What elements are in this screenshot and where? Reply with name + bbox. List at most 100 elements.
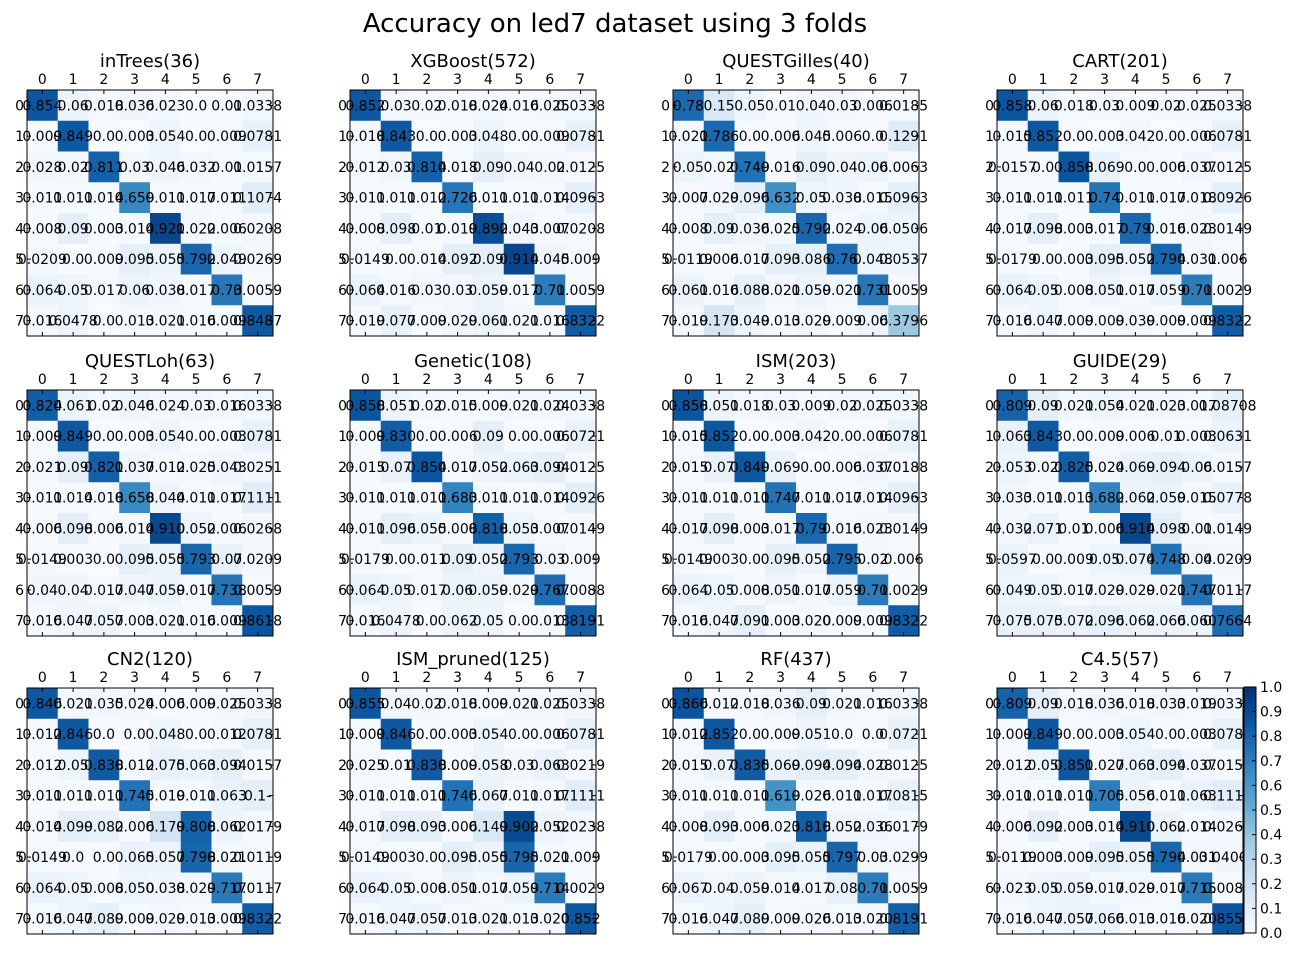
colorbar-segment	[1244, 896, 1256, 901]
heatmap-cell	[211, 513, 243, 545]
heatmap-cell	[888, 213, 920, 245]
heatmap-cell	[734, 90, 766, 122]
cell-value-label: 0.06	[857, 160, 888, 176]
cell-value-label: 0.0179	[879, 819, 928, 835]
heatmap-cell	[734, 182, 766, 214]
x-tick-label: 2	[99, 372, 108, 388]
heatmap-cell	[826, 543, 858, 575]
cell-value-label: 0.052	[468, 460, 508, 476]
heatmap-cell	[211, 151, 243, 183]
cell-value-label: 0.794	[1146, 252, 1186, 268]
cell-value-label: 0.013	[1054, 491, 1094, 507]
colorbar-segment	[1244, 810, 1256, 815]
heatmap-cell	[1150, 420, 1182, 452]
heatmap-cell	[997, 451, 1029, 483]
colorbar-segment	[1244, 822, 1256, 827]
heatmap-cell	[534, 451, 566, 483]
heatmap-cell	[503, 574, 535, 606]
x-tick-label: 4	[161, 72, 170, 88]
cell-value-label: 0.063	[499, 460, 539, 476]
heatmap-cell	[1150, 305, 1182, 337]
cell-value-label: 0.069	[1085, 160, 1125, 176]
cell-value-label: 0.786	[699, 129, 739, 145]
heatmap-cell	[350, 274, 382, 306]
cell-value-label: 0.0	[185, 727, 207, 743]
heatmap-cell	[1212, 390, 1244, 422]
cell-value-label: 0.0963	[879, 191, 928, 207]
x-tick-label: 1	[392, 72, 401, 88]
heatmap-cell	[27, 151, 59, 183]
heatmap-cell	[57, 243, 89, 275]
cell-value-label: 0.008	[438, 521, 478, 537]
heatmap-cell	[88, 420, 120, 452]
heatmap-cell	[380, 90, 412, 122]
cell-value-label: 0.017	[407, 583, 447, 599]
x-tick-label: 0	[1008, 670, 1017, 686]
heatmap-cell	[411, 574, 443, 606]
heatmap-cell	[380, 420, 412, 452]
x-tick-label: 3	[453, 72, 462, 88]
heatmap-cell	[534, 543, 566, 575]
heatmap-cell	[503, 243, 535, 275]
heatmap-cell	[703, 513, 735, 545]
panel-title: C4.5(57)	[1081, 649, 1159, 670]
heatmap-cell	[734, 513, 766, 545]
heatmap-cell	[442, 513, 474, 545]
cell-value-label: 0.011	[22, 491, 62, 507]
x-tick-label: 0	[684, 372, 693, 388]
heatmap-cell	[27, 513, 59, 545]
cell-value-label: 0.726	[438, 191, 478, 207]
cell-value-label: 0.0149	[1203, 221, 1252, 237]
panels-group: inTrees(36)00112233445566770.8540.060.01…	[15, 51, 1257, 935]
cell-value-label: 0.006	[22, 521, 62, 537]
cell-value-label: 0.014	[84, 191, 124, 207]
cell-value-label: 0.852	[345, 98, 385, 114]
cell-value-label: 0.0185	[879, 98, 928, 114]
heatmap-cell	[765, 90, 797, 122]
heatmap-cell	[888, 305, 920, 337]
cell-value-label: 0.683	[438, 491, 478, 507]
cell-value-label: 0.849	[53, 129, 93, 145]
heatmap-cell	[673, 543, 705, 575]
heatmap-cell	[242, 574, 274, 606]
panel-title: CART(201)	[1072, 51, 1167, 72]
cell-value-label: 0.044	[145, 491, 185, 507]
heatmap-cell	[1058, 420, 1090, 452]
x-tick-label: 5	[838, 372, 847, 388]
x-tick-label: 4	[484, 670, 493, 686]
heatmap-cell	[997, 90, 1029, 122]
cell-value-label: 0.792	[791, 221, 831, 237]
cell-value-label: 0.02	[1028, 460, 1059, 476]
cell-value-label: 0.0721	[556, 429, 605, 445]
heatmap-cell	[1027, 420, 1059, 452]
heatmap-cell	[411, 305, 443, 337]
x-tick-label: 0	[38, 372, 47, 388]
cell-value-label: 0.003	[1054, 252, 1094, 268]
heatmap-cell	[119, 182, 151, 214]
x-tick-label: 2	[99, 72, 108, 88]
cell-value-label: 0.017	[791, 881, 831, 897]
cell-value-label: 0.0117	[233, 881, 282, 897]
cell-value-label: 0.792	[176, 252, 216, 268]
confusion-matrix-panel: Genetic(108)00112233445566770.8580.0510.…	[338, 351, 605, 637]
cell-value-label: 0.009	[22, 429, 62, 445]
cell-value-label: 0.095	[115, 252, 155, 268]
cell-value-label: 0.017	[822, 491, 862, 507]
heatmap-cell	[88, 574, 120, 606]
heatmap-cell	[350, 574, 382, 606]
heatmap-cell	[1181, 605, 1213, 637]
panel-title: XGBoost(572)	[410, 51, 536, 72]
cell-value-label: 0.738	[207, 583, 247, 599]
heatmap-cell	[380, 274, 412, 306]
colorbar-segment	[1244, 887, 1256, 893]
cell-value-label: 0.09	[1028, 398, 1059, 414]
colorbar-segment	[1244, 699, 1256, 704]
cell-value-label: 0.7664	[1203, 614, 1252, 630]
cell-value-label: 0.01	[211, 160, 242, 176]
cell-value-label: 0.062	[1115, 491, 1155, 507]
cell-value-label: 0.0119	[233, 850, 282, 866]
cell-value-label: 0.018	[438, 98, 478, 114]
cell-value-label: 0.15	[704, 98, 735, 114]
cell-value-label: 0.048	[145, 727, 185, 743]
y-tick-label: 0	[661, 98, 670, 114]
